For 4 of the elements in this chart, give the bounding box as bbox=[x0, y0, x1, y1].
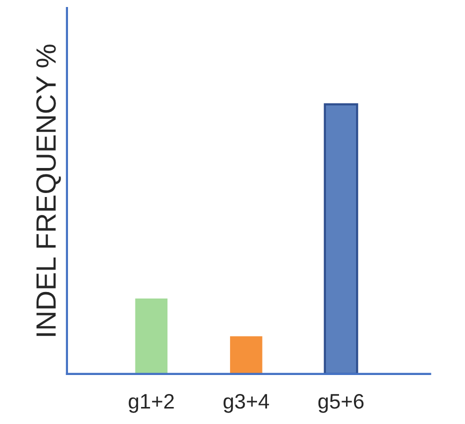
y-axis-title: INDEL FREQUENCY % bbox=[36, 44, 61, 336]
x-tick-label: g3+4 bbox=[224, 394, 270, 413]
x-tick-label: g5+6 bbox=[318, 394, 364, 413]
x-tick-label: g1+2 bbox=[128, 394, 174, 413]
